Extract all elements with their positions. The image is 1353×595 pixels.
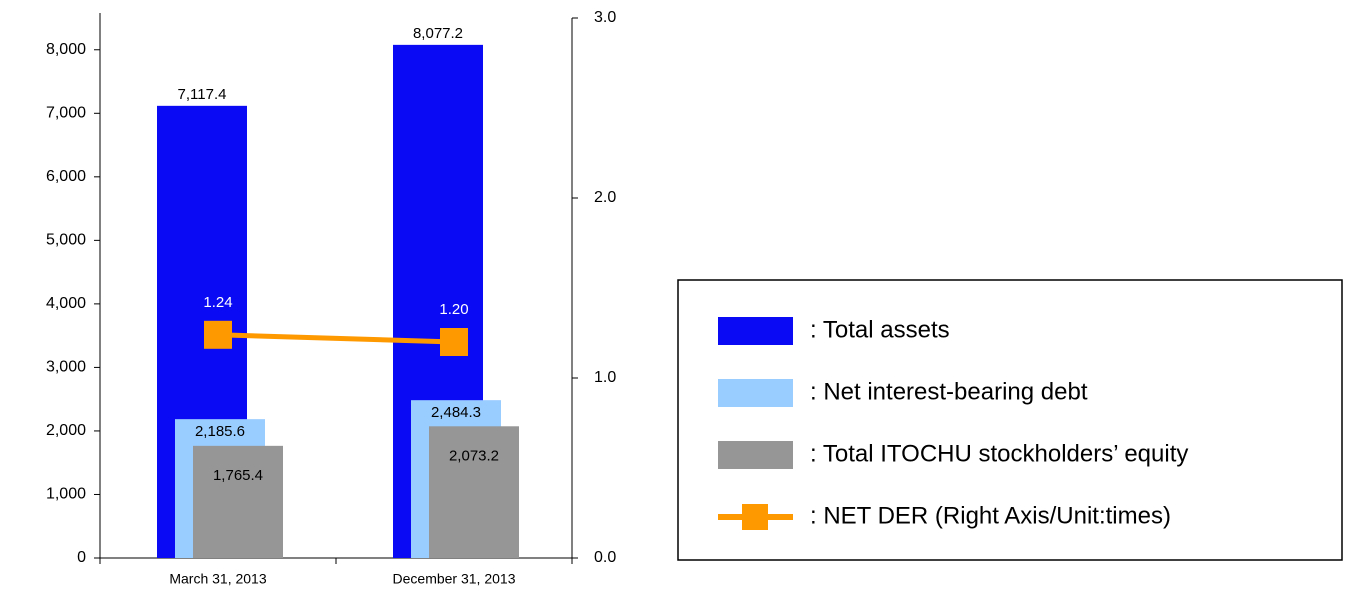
legend-swatch [718,441,793,469]
y2-tick-label: 2.0 [594,189,616,206]
value-label: 8,077.2 [413,25,463,42]
legend-label: : NET DER (Right Axis/Unit:times) [810,502,1171,529]
y-tick-label: 6,000 [46,168,86,185]
y-tick-label: 4,000 [46,295,86,312]
value-label: 7,117.4 [178,86,227,103]
value-label: 2,484.3 [431,404,481,421]
bar [193,445,283,558]
value-label: 1,765.4 [213,467,263,484]
y-tick-label: 2,000 [46,422,86,439]
legend-marker [742,504,768,530]
y-tick-label: 1,000 [46,486,86,503]
x-tick-label: December 31, 2013 [393,571,516,587]
marker [440,328,468,356]
bar [429,426,519,558]
marker [204,320,232,349]
value-label: 1.20 [439,301,468,318]
value-label: 2,185.6 [195,423,245,440]
y-tick-label: 3,000 [46,359,86,376]
y2-tick-label: 1.0 [594,369,616,386]
value-label: 2,073.2 [449,447,499,464]
legend-label: : Total assets [810,316,950,343]
line [217,332,455,345]
legend-swatch [718,317,793,345]
legend-label: : Total ITOCHU stockholders’ equity [810,440,1188,467]
y-tick-label: 7,000 [46,105,86,122]
legend-swatch [718,379,793,407]
y-tick-label: 8,000 [46,41,86,58]
x-tick-label: March 31, 2013 [169,571,266,587]
y-tick-label: 0 [77,549,86,566]
y2-tick-label: 0.0 [594,549,616,566]
legend-box [677,279,1343,561]
legend-label: : Net interest-bearing debt [810,378,1088,405]
y-tick-label: 5,000 [46,232,86,249]
y2-tick-label: 3.0 [594,9,616,26]
value-label: 1.24 [203,294,232,311]
